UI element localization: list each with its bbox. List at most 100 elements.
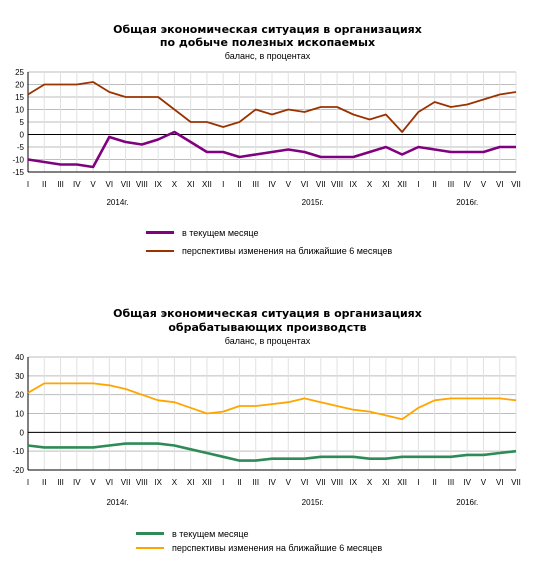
x-tick-label: XII — [397, 180, 407, 189]
x-tick-label: I — [222, 478, 224, 487]
x-tick-label: II — [42, 180, 46, 189]
x-tick-label: VII — [121, 478, 131, 487]
y-tick-label: -20 — [12, 466, 24, 475]
x-tick-label: III — [57, 478, 64, 487]
x-tick-label: X — [367, 180, 373, 189]
x-tick-label: I — [417, 478, 419, 487]
legend-label-current: в текущем месяце — [172, 528, 249, 539]
x-tick-label: VI — [301, 478, 309, 487]
x-tick-label: III — [57, 180, 64, 189]
legend-swatch-current — [136, 532, 164, 535]
x-tick-label: III — [252, 180, 259, 189]
x-tick-label: IV — [73, 478, 81, 487]
x-tick-label: II — [42, 478, 46, 487]
legend-label-current: в текущем месяце — [182, 227, 259, 238]
x-tick-label: XII — [202, 478, 212, 487]
x-tick-label: XI — [187, 180, 195, 189]
x-tick-label: II — [432, 478, 436, 487]
year-label: 2015г. — [302, 198, 324, 207]
x-tick-label: VII — [511, 180, 521, 189]
x-tick-label: V — [90, 478, 96, 487]
x-tick-label: V — [286, 180, 292, 189]
x-tick-label: VI — [496, 478, 504, 487]
x-tick-label: XI — [187, 478, 195, 487]
x-tick-label: XII — [202, 180, 212, 189]
x-tick-label: V — [286, 478, 292, 487]
x-tick-label: VII — [121, 180, 131, 189]
x-tick-label: IV — [463, 180, 471, 189]
x-tick-label: I — [417, 180, 419, 189]
x-tick-label: II — [237, 180, 241, 189]
x-tick-label: III — [448, 180, 455, 189]
y-tick-label: 10 — [15, 410, 24, 419]
x-tick-label: I — [27, 478, 29, 487]
x-tick-label: XI — [382, 180, 390, 189]
x-tick-label: IX — [350, 180, 358, 189]
y-tick-label: 0 — [20, 131, 25, 140]
x-tick-label: VII — [511, 478, 521, 487]
year-label: 2014г. — [106, 498, 128, 507]
x-tick-label: IV — [268, 478, 276, 487]
legend-swatch-outlook — [136, 546, 164, 549]
y-tick-label: 40 — [15, 353, 24, 362]
legend-item-current: в текущем месяце — [146, 226, 392, 239]
x-tick-label: VII — [316, 478, 326, 487]
chart-title-line2: по добыче полезных ископаемых — [159, 36, 376, 49]
chart-title-line1: Общая экономическая ситуация в организац… — [113, 23, 422, 36]
y-tick-label: -5 — [17, 143, 25, 152]
y-tick-label: 5 — [20, 118, 25, 127]
y-tick-label: 25 — [15, 68, 24, 77]
x-tick-label: VI — [301, 180, 309, 189]
x-tick-label: XI — [382, 478, 390, 487]
legend-item-current: в текущем месяце — [136, 527, 382, 540]
legend-mining: в текущем месяце перспективы изменения н… — [146, 226, 392, 257]
legend-swatch-outlook — [146, 249, 174, 252]
x-tick-label: VII — [316, 180, 326, 189]
year-label: 2014г. — [106, 198, 128, 207]
y-tick-label: 20 — [15, 391, 24, 400]
x-tick-label: X — [172, 180, 178, 189]
legend-manufacturing: в текущем месяце перспективы изменения н… — [136, 527, 382, 554]
x-tick-label: V — [481, 180, 487, 189]
year-label: 2016г. — [456, 498, 478, 507]
y-tick-label: 15 — [15, 93, 24, 102]
x-tick-label: VIII — [331, 180, 343, 189]
x-tick-label: VI — [496, 180, 504, 189]
x-tick-label: VIII — [136, 478, 148, 487]
x-tick-label: X — [367, 478, 373, 487]
x-tick-label: VI — [106, 180, 114, 189]
x-tick-label: VIII — [331, 478, 343, 487]
x-tick-label: VI — [106, 478, 114, 487]
y-tick-label: -10 — [12, 447, 24, 456]
legend-item-outlook: перспективы изменения на ближайшие 6 мес… — [146, 244, 392, 257]
x-tick-label: III — [448, 478, 455, 487]
x-tick-label: X — [172, 478, 178, 487]
x-tick-label: IV — [463, 478, 471, 487]
chart-title-line1: Общая экономическая ситуация в организац… — [113, 307, 422, 320]
x-tick-label: VIII — [136, 180, 148, 189]
legend-label-outlook: перспективы изменения на ближайшие 6 мес… — [182, 245, 393, 256]
year-label: 2016г. — [456, 198, 478, 207]
y-tick-label: 20 — [15, 81, 24, 90]
chart-subtitle: баланс, в процентах — [224, 51, 311, 61]
legend-label-outlook: перспективы изменения на ближайшие 6 мес… — [172, 542, 383, 553]
chart-title-line2: обрабатывающих производств — [168, 321, 367, 334]
x-tick-label: III — [252, 478, 259, 487]
x-tick-label: V — [481, 478, 487, 487]
y-tick-label: 30 — [15, 372, 24, 381]
x-tick-label: II — [237, 478, 241, 487]
y-tick-label: -15 — [12, 168, 24, 177]
series-line-outlook — [27, 382, 517, 421]
x-tick-label: I — [27, 180, 29, 189]
x-tick-label: IX — [350, 478, 358, 487]
y-tick-label: 10 — [15, 106, 24, 115]
x-tick-label: IV — [73, 180, 81, 189]
year-label: 2015г. — [302, 498, 324, 507]
y-tick-label: 0 — [20, 428, 25, 437]
x-tick-label: V — [90, 180, 96, 189]
x-tick-label: XII — [397, 478, 407, 487]
chart-subtitle: баланс, в процентах — [224, 336, 311, 346]
x-tick-label: IX — [154, 478, 162, 487]
